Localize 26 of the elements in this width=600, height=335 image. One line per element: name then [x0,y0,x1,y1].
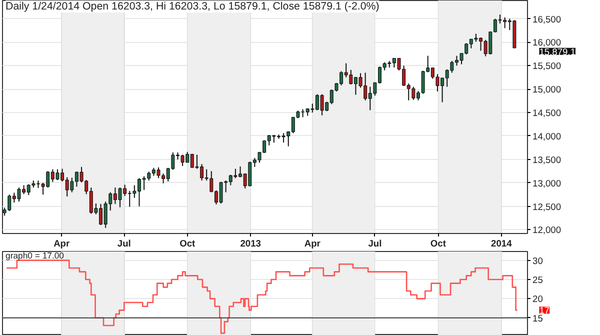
y-tick-label: 25 [532,275,543,285]
y-tick-label: 12,000 [532,225,562,236]
x-tick-label: Apr [54,238,70,248]
y-tick-label: 13,500 [532,154,562,165]
y-tick-label: 14,500 [532,108,562,118]
y-tick-label: 14,000 [532,131,562,142]
y-tick-label: 15 [532,313,543,324]
annotation: 17 [539,306,550,316]
y-tick-label: 30 [532,256,543,266]
x-tick-label: Oct [180,238,196,248]
x-tick-label: Jul [368,238,382,248]
y-tick-label: 13,000 [532,178,562,188]
y-tick-label: 15,500 [532,61,562,72]
y-tick-label: 16,500 [532,14,562,24]
chart-title: Daily 1/24/2014 Open 16203.3, Hi 16203.3, Lo 15879.1, Close 15879.1 (-2.0%) [6,0,380,12]
y-tick-label: 15,000 [532,84,562,95]
y-tick-label: 16,000 [532,38,562,48]
annotation: 15,879.1 [539,46,576,57]
x-tick-label: 2014 [491,238,513,248]
x-tick-label: Apr [304,238,321,248]
y-tick-label: 20 [532,294,543,304]
x-tick-label: Oct [430,238,446,248]
x-tick-label: Jul [117,238,131,248]
y-tick-label: 12,500 [532,202,562,212]
chart-title: graph0 = 17.00 [6,250,64,260]
x-tick-label: 2013 [240,238,261,248]
